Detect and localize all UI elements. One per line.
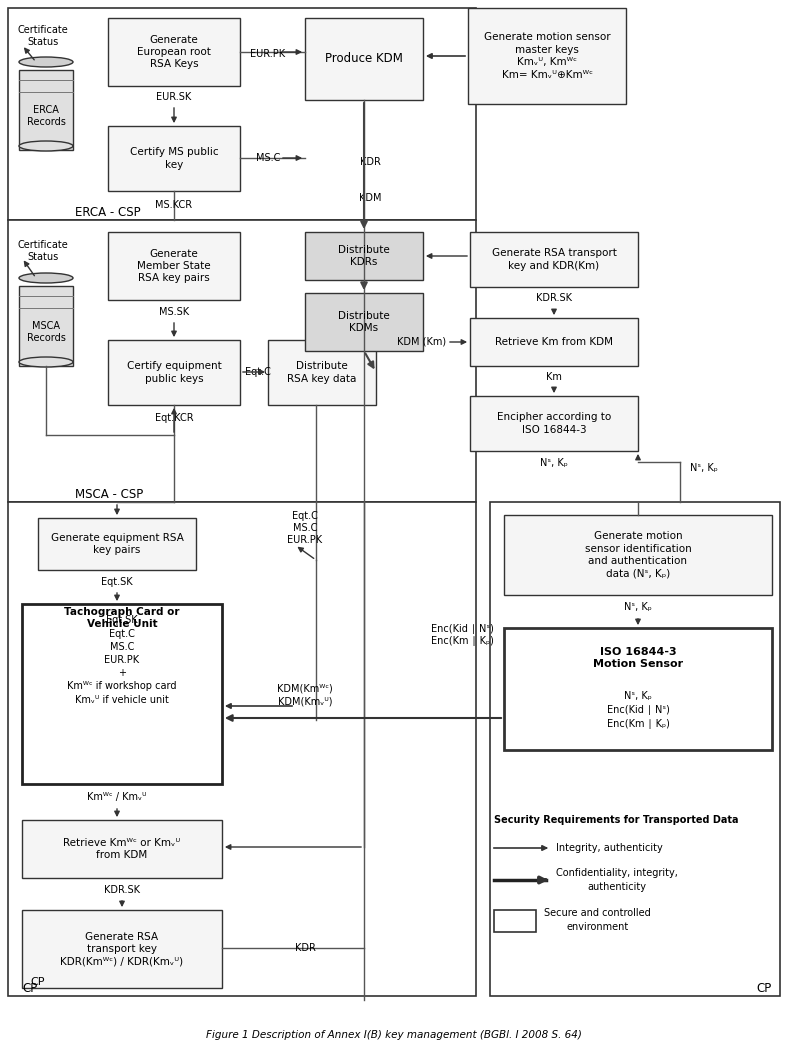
FancyBboxPatch shape xyxy=(8,502,476,996)
FancyBboxPatch shape xyxy=(8,8,476,220)
FancyBboxPatch shape xyxy=(305,293,423,351)
Text: CP: CP xyxy=(22,981,37,994)
Text: MS.SK: MS.SK xyxy=(159,307,189,317)
Text: Certify MS public
key: Certify MS public key xyxy=(130,147,218,170)
Text: Distribute
KDMs: Distribute KDMs xyxy=(338,311,390,333)
FancyBboxPatch shape xyxy=(494,909,536,932)
Text: Integrity, authenticity: Integrity, authenticity xyxy=(556,843,663,853)
Text: Generate RSA transport
key and KDR(Km): Generate RSA transport key and KDR(Km) xyxy=(492,248,616,271)
FancyBboxPatch shape xyxy=(268,340,376,405)
Text: Nˢ, Kₚ: Nˢ, Kₚ xyxy=(540,458,568,468)
Text: KDR.SK: KDR.SK xyxy=(104,886,140,895)
Text: Security Requirements for Transported Data: Security Requirements for Transported Da… xyxy=(494,815,738,825)
FancyBboxPatch shape xyxy=(22,820,222,878)
Ellipse shape xyxy=(19,57,73,67)
Text: Encipher according to
ISO 16844-3: Encipher according to ISO 16844-3 xyxy=(497,412,611,435)
Text: Nˢ, Kₚ: Nˢ, Kₚ xyxy=(624,602,652,612)
Text: Figure 1 Description of Annex I(B) key management (BGBl. I 2008 S. 64): Figure 1 Description of Annex I(B) key m… xyxy=(205,1030,582,1040)
Text: Eqt.SK: Eqt.SK xyxy=(102,577,133,587)
Text: Certify equipment
public keys: Certify equipment public keys xyxy=(127,361,221,384)
FancyBboxPatch shape xyxy=(108,340,240,405)
FancyBboxPatch shape xyxy=(305,18,423,100)
Text: MS.KCR: MS.KCR xyxy=(156,200,193,210)
Text: Eqt.KCR: Eqt.KCR xyxy=(155,413,194,423)
Text: Eqt.C: Eqt.C xyxy=(245,367,271,377)
Text: ISO 16844-3
Motion Sensor: ISO 16844-3 Motion Sensor xyxy=(593,647,683,670)
FancyBboxPatch shape xyxy=(38,518,196,571)
FancyBboxPatch shape xyxy=(490,502,780,996)
Text: Secure and controlled
environment: Secure and controlled environment xyxy=(544,908,651,931)
Text: Confidentiality, integrity,
authenticity: Confidentiality, integrity, authenticity xyxy=(556,869,678,892)
Ellipse shape xyxy=(19,273,73,283)
Text: Retrieve Kmᵂᶜ or Kmᵥᵁ
from KDM: Retrieve Kmᵂᶜ or Kmᵥᵁ from KDM xyxy=(64,838,181,860)
Text: Nˢ, Kₚ: Nˢ, Kₚ xyxy=(690,463,718,472)
FancyBboxPatch shape xyxy=(22,604,222,784)
Text: KDM: KDM xyxy=(359,193,381,203)
Text: ERCA - CSP: ERCA - CSP xyxy=(75,205,141,218)
FancyBboxPatch shape xyxy=(108,18,240,86)
Text: Certificate
Status: Certificate Status xyxy=(18,25,68,47)
Text: Km: Km xyxy=(546,372,562,382)
Text: Retrieve Km from KDM: Retrieve Km from KDM xyxy=(495,337,613,347)
Text: KDR: KDR xyxy=(360,157,380,167)
FancyBboxPatch shape xyxy=(470,396,638,451)
FancyBboxPatch shape xyxy=(470,232,638,287)
Text: Nˢ, Kₚ
Enc(Kid ∣ Nˢ)
Enc(Km ∣ Kₚ): Nˢ, Kₚ Enc(Kid ∣ Nˢ) Enc(Km ∣ Kₚ) xyxy=(607,692,670,729)
Text: Distribute
KDRs: Distribute KDRs xyxy=(338,245,390,267)
Text: CP: CP xyxy=(30,977,45,987)
Text: MSCA - CSP: MSCA - CSP xyxy=(75,487,143,501)
FancyBboxPatch shape xyxy=(8,220,476,502)
Text: Enc(Kid ∣ Nˢ)
Enc(Km ∣ Kₚ): Enc(Kid ∣ Nˢ) Enc(Km ∣ Kₚ) xyxy=(431,624,494,647)
Text: KDR: KDR xyxy=(294,943,316,953)
Bar xyxy=(19,286,73,366)
Text: Distribute
RSA key data: Distribute RSA key data xyxy=(287,361,357,384)
FancyBboxPatch shape xyxy=(108,126,240,191)
Text: Generate motion
sensor identification
and authentication
data (Nˢ, Kₚ): Generate motion sensor identification an… xyxy=(585,531,691,579)
Ellipse shape xyxy=(19,357,73,367)
Text: KDR.SK: KDR.SK xyxy=(536,293,572,304)
Text: Generate
European root
RSA Keys: Generate European root RSA Keys xyxy=(137,34,211,70)
FancyBboxPatch shape xyxy=(108,232,240,300)
FancyBboxPatch shape xyxy=(22,909,222,988)
Text: EUR.PK: EUR.PK xyxy=(250,49,286,59)
FancyBboxPatch shape xyxy=(504,628,772,750)
FancyBboxPatch shape xyxy=(305,232,423,280)
Text: Generate motion sensor
master keys
Kmᵥᵁ, Kmᵂᶜ
Km= Kmᵥᵁ⊕Kmᵂᶜ: Generate motion sensor master keys Kmᵥᵁ,… xyxy=(484,32,610,79)
Text: Kmᵂᶜ / Kmᵥᵁ: Kmᵂᶜ / Kmᵥᵁ xyxy=(87,792,146,802)
Text: Generate RSA
transport key
KDR(Kmᵂᶜ) / KDR(Kmᵥᵁ): Generate RSA transport key KDR(Kmᵂᶜ) / K… xyxy=(61,931,183,967)
Text: Produce KDM: Produce KDM xyxy=(325,52,403,66)
Text: ERCA
Records: ERCA Records xyxy=(27,104,65,127)
Bar xyxy=(19,70,73,150)
Text: CP: CP xyxy=(757,981,772,994)
Text: KDM (Km): KDM (Km) xyxy=(397,337,446,347)
FancyBboxPatch shape xyxy=(468,8,626,104)
Text: Generate equipment RSA
key pairs: Generate equipment RSA key pairs xyxy=(50,533,183,555)
Text: EUR.SK: EUR.SK xyxy=(157,92,191,102)
Text: Eqt.SK
Eqt.C
MS.C
EUR.PK
+
Kmᵂᶜ if workshop card
Kmᵥᵁ if vehicle unit: Eqt.SK Eqt.C MS.C EUR.PK + Kmᵂᶜ if works… xyxy=(67,615,177,705)
Text: Tachograph Card or
Vehicle Unit: Tachograph Card or Vehicle Unit xyxy=(65,607,179,629)
Text: KDM(Kmᵂᶜ)
KDM(Kmᵥᵁ): KDM(Kmᵂᶜ) KDM(Kmᵥᵁ) xyxy=(277,684,333,706)
Ellipse shape xyxy=(19,141,73,151)
FancyBboxPatch shape xyxy=(504,515,772,595)
Text: Eqt.C
MS.C
EUR.PK: Eqt.C MS.C EUR.PK xyxy=(287,511,323,545)
FancyBboxPatch shape xyxy=(470,318,638,366)
Text: MSCA
Records: MSCA Records xyxy=(27,321,65,343)
Text: Certificate
Status: Certificate Status xyxy=(18,240,68,263)
Text: Generate
Member State
RSA key pairs: Generate Member State RSA key pairs xyxy=(137,248,211,284)
Text: MS.C: MS.C xyxy=(256,153,280,163)
